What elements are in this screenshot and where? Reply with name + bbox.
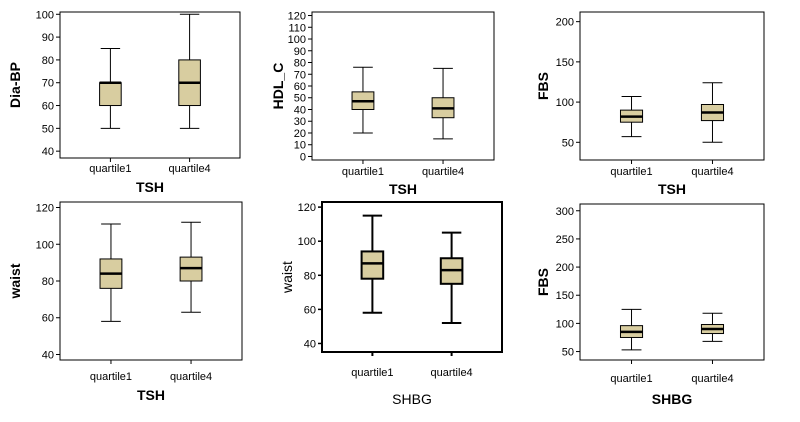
- y-tick-label: 30: [294, 116, 306, 128]
- category-label: quartile4: [422, 166, 464, 178]
- y-axis-label: waist: [7, 263, 23, 299]
- y-tick-label: 60: [294, 81, 306, 93]
- y-tick-label: 100: [36, 9, 54, 21]
- y-tick-label: 300: [556, 206, 574, 218]
- plot-frame: [579, 203, 765, 361]
- boxplot-panel-5: 40 60 80 100 120 quartile1 quartile4 waist SHBG: [279, 201, 503, 407]
- y-tick-label: 60: [42, 313, 54, 325]
- y-tick-label: 80: [304, 270, 316, 282]
- y-tick-label: 50: [562, 347, 574, 359]
- category-label: quartile1: [610, 166, 652, 178]
- y-tick-label: 20: [294, 128, 306, 140]
- y-tick-label: 10: [294, 140, 306, 152]
- y-tick-label: 50: [562, 137, 574, 149]
- y-tick-label: 100: [556, 318, 574, 330]
- plot-frame: [579, 11, 765, 161]
- boxplot-panel-1: 40 50 60 70 80 90 100 quartile1 quartile4 Dia-BP T…: [7, 9, 241, 195]
- y-tick-label: 40: [304, 338, 316, 350]
- y-tick-label: 80: [294, 58, 306, 70]
- y-tick-label: 60: [304, 304, 316, 316]
- y-tick-label: 250: [556, 234, 574, 246]
- y-tick-label: 150: [556, 290, 574, 302]
- y-tick-label: 100: [556, 97, 574, 109]
- y-tick-label: 120: [288, 11, 306, 23]
- y-tick-label: 50: [42, 123, 54, 135]
- category-label: quartile4: [168, 163, 210, 175]
- x-axis-label: TSH: [658, 181, 686, 197]
- boxplot-panel-3: 50 100 150 200 quartile1 quartile4 FBS TSH: [535, 11, 765, 197]
- category-label: quartile4: [170, 371, 212, 383]
- plot-frame: [311, 11, 495, 161]
- plot-frame: [321, 201, 503, 353]
- x-axis-label: TSH: [137, 387, 165, 403]
- iqr-box: [360, 250, 385, 280]
- y-tick-label: 120: [36, 203, 54, 215]
- x-axis-label: TSH: [136, 179, 164, 195]
- category-label: quartile4: [691, 166, 733, 178]
- category-label: quartile4: [430, 367, 472, 379]
- y-tick-label: 150: [556, 57, 574, 69]
- y-axis-label: FBS: [535, 268, 551, 296]
- category-label: quartile1: [342, 166, 384, 178]
- x-axis-label: SHBG: [392, 391, 432, 407]
- y-tick-label: 90: [294, 46, 306, 58]
- y-tick-label: 200: [556, 17, 574, 29]
- category-label: quartile1: [90, 371, 132, 383]
- y-tick-label: 0: [300, 151, 306, 163]
- y-tick-label: 70: [42, 78, 54, 90]
- y-tick-label: 60: [42, 101, 54, 113]
- y-tick-label: 70: [294, 69, 306, 81]
- y-tick-label: 200: [556, 262, 574, 274]
- x-axis-label: TSH: [389, 181, 417, 197]
- y-tick-label: 40: [42, 146, 54, 158]
- boxplot-panel-4: 40 60 80 100 120 quartile1 quartile4 waist TSH: [7, 201, 243, 403]
- y-tick-label: 100: [36, 239, 54, 251]
- category-label: quartile1: [89, 163, 131, 175]
- y-tick-label: 80: [42, 276, 54, 288]
- y-axis-label: Dia-BP: [7, 62, 23, 108]
- category-label: quartile1: [351, 367, 393, 379]
- plot-frame: [59, 11, 241, 159]
- plot-frame: [59, 201, 243, 361]
- category-label: quartile4: [691, 373, 733, 385]
- x-axis-label: SHBG: [652, 391, 693, 407]
- y-tick-label: 40: [42, 349, 54, 361]
- y-tick-label: 120: [298, 202, 316, 214]
- y-tick-label: 90: [42, 32, 54, 44]
- boxplot-panel-6: 50 100 150 200 250 300 quartile1 quartile4 FBS SH…: [535, 203, 765, 407]
- iqr-box: [99, 82, 122, 107]
- y-tick-label: 50: [294, 93, 306, 105]
- y-axis-label: waist: [279, 261, 295, 294]
- category-label: quartile1: [610, 373, 652, 385]
- y-axis-label: FBS: [535, 72, 551, 100]
- y-tick-label: 100: [288, 34, 306, 46]
- y-tick-label: 80: [42, 55, 54, 67]
- y-tick-label: 40: [294, 104, 306, 116]
- y-tick-label: 100: [298, 236, 316, 248]
- y-tick-label: 110: [288, 22, 306, 34]
- y-axis-label: HDL_C: [270, 63, 286, 110]
